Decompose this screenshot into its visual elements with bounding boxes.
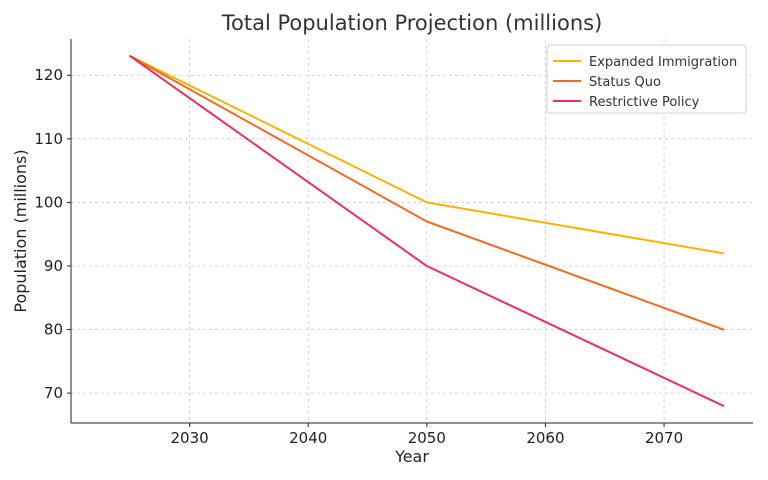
series-line-expanded-immigration	[129, 55, 725, 255]
x-tick-label: 2040	[289, 429, 327, 447]
legend-label-status-quo: Status Quo	[589, 75, 661, 90]
axis-ticks: 2030 2040 2050 2060 2070 70 80 90 100 110 120	[34, 39, 753, 447]
series-line-status-quo	[129, 55, 725, 331]
y-tick-label: 100	[34, 193, 63, 211]
y-tick-label: 110	[34, 130, 63, 148]
grid	[71, 39, 753, 423]
y-tick-label: 120	[34, 66, 63, 84]
legend-label-expanded-immigration: Expanded Immigration	[589, 55, 737, 70]
y-tick-label: 90	[44, 257, 63, 275]
series-line-restrictive-policy	[129, 55, 725, 407]
legend-box	[546, 44, 747, 114]
x-tick-label: 2030	[171, 429, 209, 447]
y-axis-title: Population (millions)	[11, 149, 30, 312]
legend: Expanded Immigration Status Quo Restrictiv…	[546, 44, 747, 114]
plot-lines	[129, 55, 725, 407]
chart-title: Total Population Projection (millions)	[221, 11, 603, 35]
x-tick-label: 2050	[408, 429, 446, 447]
y-tick-label: 80	[44, 321, 63, 339]
x-tick-label: 2070	[645, 429, 683, 447]
legend-items: Expanded Immigration Status Quo Restrictiv…	[553, 55, 737, 110]
y-tick-label: 70	[44, 384, 63, 402]
x-tick-label: 2060	[526, 429, 564, 447]
legend-label-restrictive-policy: Restrictive Policy	[589, 95, 700, 110]
x-axis-title: Year	[394, 447, 429, 466]
